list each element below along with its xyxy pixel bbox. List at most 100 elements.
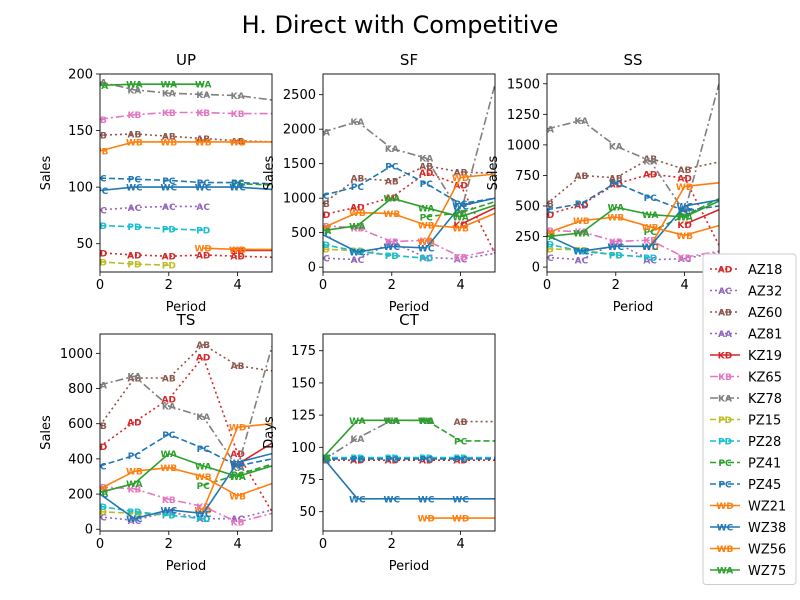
- point-marker: AC: [540, 254, 554, 264]
- legend-label: AZ60: [748, 306, 782, 321]
- point-marker: AD: [196, 353, 210, 363]
- legend: AD AZ18 AC AZ32 AB AZ60 AA AZ81 KD KZ19 KB KZ65 KA KZ…: [702, 253, 797, 585]
- point-marker: AC: [316, 255, 330, 265]
- point-marker: AB: [678, 166, 692, 176]
- point-marker: AD: [230, 450, 244, 460]
- series-az60: AB AB AB AB AB: [100, 341, 272, 432]
- legend-label: WZ56: [748, 543, 786, 558]
- point-marker: PC: [128, 452, 142, 462]
- point-marker: PD: [316, 246, 330, 256]
- point-marker: WA: [573, 229, 590, 239]
- series-line: [649, 182, 719, 247]
- series-line: [323, 243, 427, 259]
- point-marker: KA: [419, 155, 433, 165]
- point-marker: AB: [127, 374, 141, 384]
- point-marker: WC: [384, 495, 401, 505]
- point-marker: WC: [608, 243, 625, 253]
- series-wz21: WD WD: [417, 173, 495, 248]
- point-marker: WB: [92, 485, 109, 495]
- x-tick-label: 4: [456, 278, 464, 293]
- point-marker: AB: [196, 341, 210, 351]
- y-axis-label: Days: [262, 416, 277, 449]
- series-line: [237, 182, 272, 186]
- series-wz75: WA WA WA WA WA: [547, 200, 719, 243]
- point-marker: KA: [350, 118, 364, 128]
- x-tick-label: 0: [319, 537, 327, 552]
- series-wz56: WB WB WB WB WB: [92, 464, 272, 502]
- point-marker: PD: [162, 226, 176, 236]
- series-az32: AC AC AC AC: [100, 203, 210, 216]
- point-marker: PC: [162, 431, 176, 441]
- x-tick-label: 2: [612, 278, 620, 293]
- point-marker: KA: [231, 464, 245, 474]
- figure-title: H. Direct with Competitive: [242, 11, 559, 39]
- point-marker: AD: [196, 252, 210, 262]
- point-marker: AD: [643, 171, 657, 181]
- x-tick-label: 2: [388, 537, 396, 552]
- series-line: [100, 452, 272, 494]
- point-marker: WA: [384, 417, 401, 427]
- legend-marker: KA: [718, 395, 732, 405]
- legend-label: KZ78: [748, 392, 782, 407]
- point-marker: WB: [573, 217, 590, 227]
- point-marker: PD: [196, 515, 210, 525]
- point-marker: PD: [127, 261, 141, 271]
- point-marker: PD: [162, 262, 176, 272]
- y-tick-label: 0: [308, 261, 316, 276]
- y-tick-label: 125: [291, 409, 316, 424]
- point-marker: PC: [678, 207, 692, 217]
- series-line: [323, 241, 495, 261]
- series-kz78: KA KA KA KA KA: [316, 84, 495, 220]
- series-line: [100, 261, 169, 266]
- point-marker: WB: [126, 468, 143, 478]
- legend-marker: WD: [716, 502, 733, 512]
- point-marker: PD: [385, 252, 399, 262]
- point-marker: WA: [92, 82, 109, 92]
- point-marker: WA: [384, 195, 401, 205]
- point-marker: AD: [453, 182, 467, 192]
- legend-item-pz41: PC PZ41: [710, 457, 781, 472]
- point-marker: PC: [128, 176, 142, 186]
- legend-marker: KD: [718, 352, 732, 362]
- point-marker: KA: [678, 209, 692, 219]
- point-marker: WC: [126, 184, 143, 194]
- point-marker: KA: [609, 143, 623, 153]
- point-marker: AC: [454, 255, 468, 265]
- point-marker: AC: [196, 203, 210, 213]
- series-line: [460, 207, 495, 226]
- y-tick-label: 75: [299, 473, 316, 488]
- series-line: [100, 505, 204, 520]
- point-marker: PD: [350, 454, 364, 464]
- point-marker: AD: [419, 169, 433, 179]
- point-marker: KD: [453, 221, 467, 231]
- series-line: [323, 225, 495, 258]
- y-tick-label: 1000: [507, 138, 540, 153]
- legend-item-wz56: WB WZ56: [710, 543, 786, 558]
- y-tick-label: 500: [291, 226, 316, 241]
- point-marker: WB: [160, 464, 177, 474]
- x-tick-label: 0: [543, 278, 551, 293]
- point-marker: KA: [316, 128, 330, 138]
- y-tick-label: 400: [68, 452, 93, 467]
- point-marker: WC: [349, 495, 366, 505]
- point-marker: WB: [383, 210, 400, 220]
- point-marker: WA: [349, 417, 366, 427]
- axes-frame: [99, 333, 273, 532]
- point-marker: PD: [540, 240, 554, 250]
- point-marker: KB: [454, 253, 468, 263]
- series-wz75: WA WA WA WA WA: [323, 195, 495, 237]
- y-tick-label: 175: [291, 344, 316, 359]
- point-marker: PD: [93, 222, 107, 232]
- point-marker: WD: [641, 243, 658, 253]
- series-line: [323, 419, 427, 459]
- point-marker: WB: [676, 232, 693, 242]
- point-marker: WD: [676, 183, 693, 193]
- point-marker: AD: [385, 457, 399, 467]
- point-marker: WB: [229, 492, 246, 502]
- point-marker: PC: [351, 455, 365, 465]
- y-tick-label: 200: [68, 488, 93, 503]
- legend-item-az60: AB AZ60: [710, 306, 782, 321]
- point-marker: KD: [677, 221, 691, 231]
